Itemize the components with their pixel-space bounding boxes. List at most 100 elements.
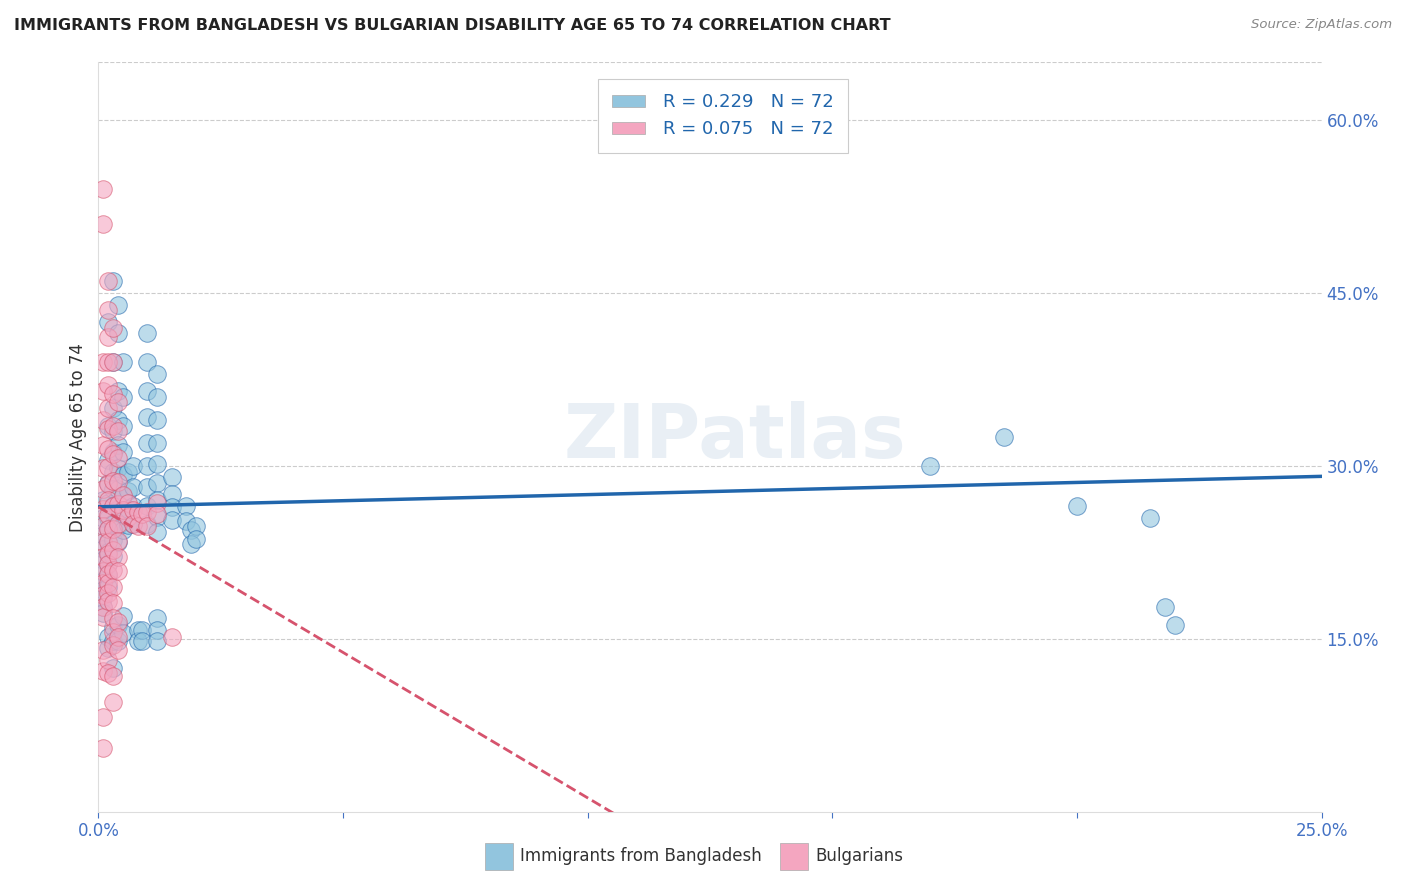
Point (101, 418, 124, 433)
Point (91, 710, 114, 724)
Point (121, 458, 143, 473)
Point (97, 315, 120, 329)
Point (186, 532, 208, 546)
Text: Bulgarians: Bulgarians (815, 847, 904, 865)
Point (101, 275, 124, 289)
Point (111, 355, 134, 369)
Point (101, 580, 124, 594)
Point (180, 524, 202, 538)
Point (101, 695, 124, 709)
Point (107, 516, 129, 531)
Point (146, 508, 169, 522)
Point (186, 519, 208, 533)
Point (101, 465, 124, 479)
Point (117, 465, 139, 479)
Point (91, 610, 114, 624)
Point (136, 458, 159, 473)
Point (101, 660, 124, 674)
Point (111, 608, 134, 623)
Point (121, 516, 143, 531)
Point (101, 533, 124, 547)
Point (107, 482, 129, 496)
Point (97, 476, 120, 491)
Point (97, 580, 120, 594)
Point (101, 425, 124, 439)
Point (107, 461, 129, 475)
Point (1066, 500, 1088, 514)
Point (101, 596, 124, 610)
Point (101, 447, 124, 461)
Point (107, 395, 129, 409)
Point (101, 355, 124, 369)
Point (107, 297, 129, 311)
Point (97, 453, 120, 467)
Point (97, 545, 120, 559)
Point (107, 425, 129, 439)
Point (176, 500, 198, 514)
Point (127, 623, 149, 637)
Point (107, 497, 129, 511)
Point (101, 620, 124, 634)
Point (101, 669, 124, 683)
Point (97, 652, 120, 666)
Point (91, 528, 114, 542)
Point (136, 384, 159, 398)
Point (97, 442, 120, 456)
Point (107, 519, 129, 533)
Point (146, 496, 169, 510)
Point (107, 384, 129, 398)
Point (97, 378, 120, 392)
Point (101, 611, 124, 625)
Point (117, 484, 139, 499)
Point (111, 508, 134, 522)
Point (91, 182, 114, 196)
Point (91, 461, 114, 475)
Point (97, 330, 120, 344)
Point (97, 585, 120, 599)
Point (121, 500, 143, 514)
Point (91, 501, 114, 516)
Point (101, 563, 124, 577)
Point (97, 477, 120, 491)
Point (111, 418, 134, 433)
Point (111, 626, 134, 640)
Point (101, 474, 124, 488)
Point (127, 505, 149, 519)
Point (107, 326, 129, 341)
Point (91, 565, 114, 579)
Point (107, 634, 129, 648)
Point (97, 460, 120, 475)
Point (91, 664, 114, 678)
Point (920, 458, 942, 473)
Point (136, 519, 159, 533)
Point (160, 500, 183, 515)
Point (97, 418, 120, 433)
Point (131, 634, 153, 648)
Point (146, 390, 169, 404)
Point (97, 666, 120, 681)
Point (101, 543, 124, 558)
Point (131, 508, 153, 522)
Point (136, 435, 159, 450)
Point (121, 502, 143, 516)
Text: Immigrants from Bangladesh: Immigrants from Bangladesh (520, 847, 762, 865)
Point (111, 502, 134, 516)
Point (91, 591, 114, 606)
Point (97, 567, 120, 582)
Point (107, 615, 129, 629)
Point (1154, 599, 1177, 614)
Point (97, 355, 120, 369)
Point (136, 410, 159, 425)
Point (97, 401, 120, 416)
Point (107, 533, 129, 548)
Point (136, 500, 159, 514)
Point (101, 638, 124, 652)
Point (97, 547, 120, 561)
Text: ZIPatlas: ZIPatlas (564, 401, 905, 474)
Point (107, 475, 129, 489)
Point (97, 275, 120, 289)
Point (107, 549, 129, 564)
Point (97, 568, 120, 582)
Point (101, 516, 124, 531)
Point (97, 522, 120, 536)
